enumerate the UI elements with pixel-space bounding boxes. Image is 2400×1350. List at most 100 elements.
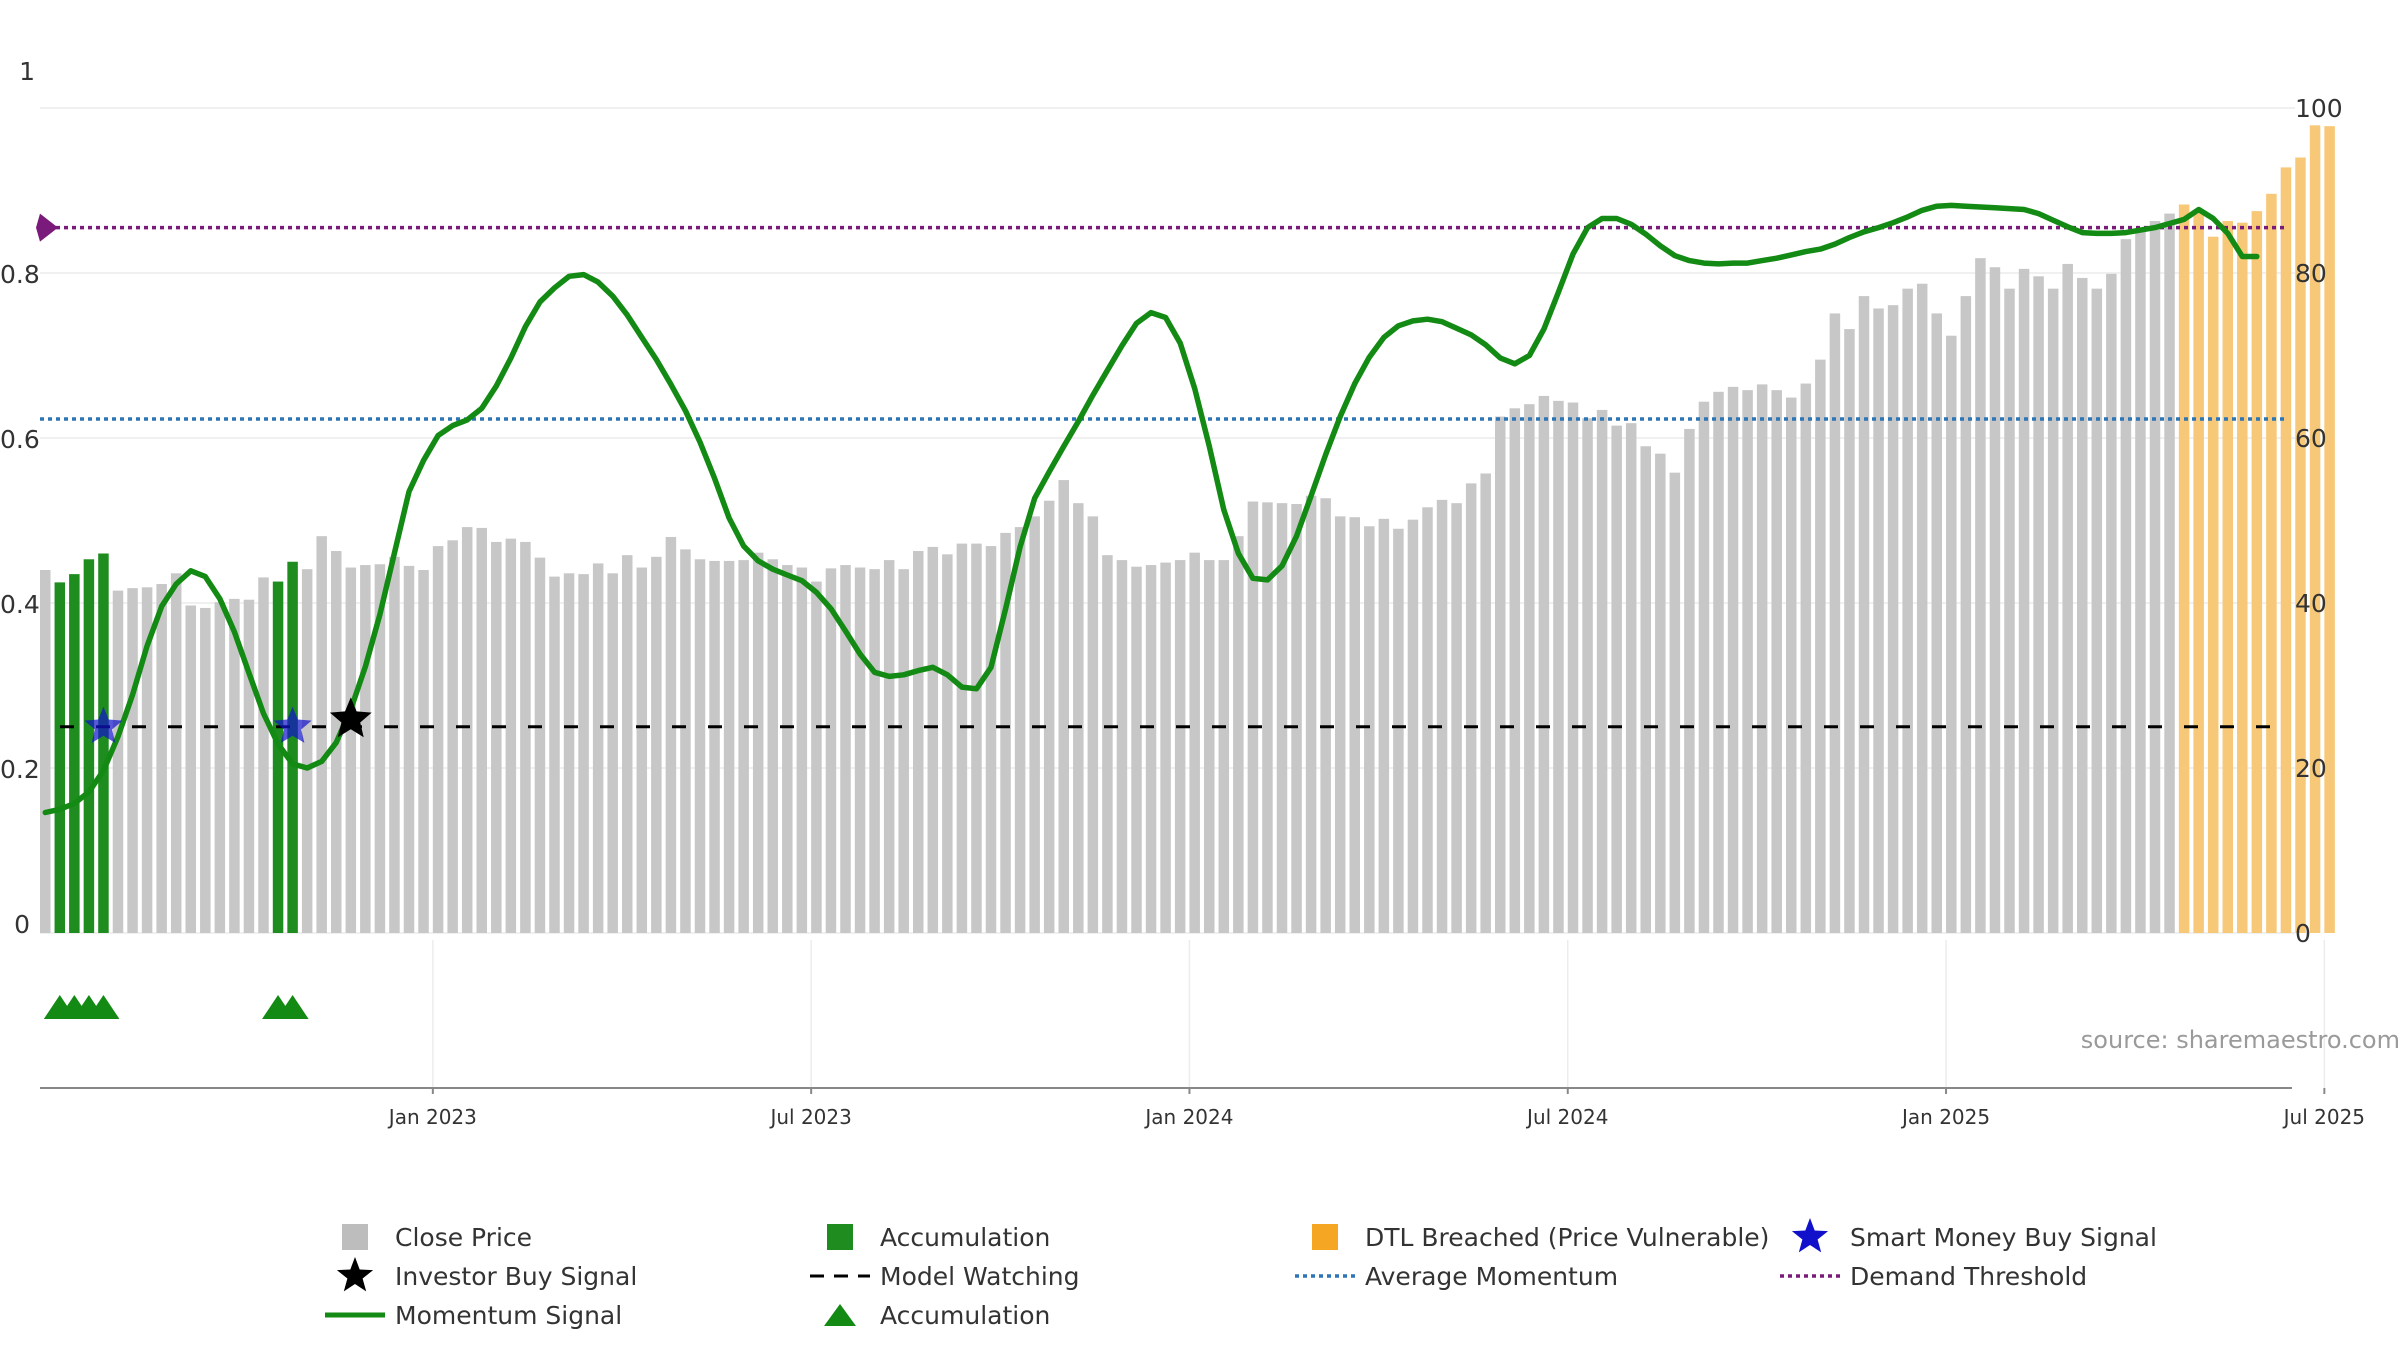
legend-swatch xyxy=(827,1224,853,1250)
price-bar xyxy=(665,537,677,933)
accumulation-bar xyxy=(69,574,80,933)
price-bar xyxy=(40,570,51,933)
price-bar xyxy=(432,546,444,933)
price-bar xyxy=(258,577,269,933)
price-bar xyxy=(1655,453,1666,933)
price-bar xyxy=(1887,305,1899,933)
momentum-series xyxy=(42,202,2260,816)
price-bar xyxy=(243,599,255,933)
price-bar xyxy=(1815,359,1826,933)
price-bar xyxy=(520,541,531,933)
dtl-breached-bar xyxy=(2324,126,2335,933)
legend-label: Momentum Signal xyxy=(395,1301,622,1330)
price-bar xyxy=(491,541,502,933)
price-bar xyxy=(2004,288,2015,933)
price-bar xyxy=(1989,267,2001,934)
legend-label: Demand Threshold xyxy=(1850,1262,2087,1291)
price-bar xyxy=(752,552,764,933)
price-bar xyxy=(1451,503,1462,933)
price-bar xyxy=(942,554,953,933)
price-bar xyxy=(956,543,968,933)
price-bar xyxy=(2033,276,2044,933)
legend-item: Investor Buy Signal xyxy=(336,1257,637,1292)
dtl-breached-bar xyxy=(2222,221,2233,933)
accumulation-bar xyxy=(83,559,95,933)
price-bar xyxy=(112,590,124,933)
y-right-tick: 80 xyxy=(2295,259,2327,288)
price-bar xyxy=(1960,296,1972,934)
price-bar xyxy=(1364,526,1375,933)
price-bar xyxy=(141,587,153,933)
legend-item: Accumulation xyxy=(824,1301,1050,1330)
price-bar xyxy=(1014,527,1026,933)
price-bar xyxy=(767,559,778,933)
price-bar xyxy=(1422,507,1433,933)
momentum-line xyxy=(42,202,2260,816)
price-bar xyxy=(738,560,749,933)
y-right-tick: 60 xyxy=(2295,424,2327,453)
price-bar xyxy=(1305,495,1317,933)
price-bar xyxy=(1625,423,1637,933)
price-bar xyxy=(869,569,880,933)
price-bar xyxy=(1771,390,1782,933)
price-bar xyxy=(1902,288,1913,933)
price-bar xyxy=(461,527,473,933)
price-bar xyxy=(898,569,909,933)
price-bar xyxy=(1858,296,1870,934)
price-bar xyxy=(1174,560,1186,933)
price-bar xyxy=(1407,519,1419,933)
legend-item: Smart Money Buy Signal xyxy=(1791,1218,2157,1253)
price-bar xyxy=(2018,268,2030,933)
price-bar xyxy=(971,543,982,933)
price-bar xyxy=(1596,409,1608,933)
price-bar xyxy=(1611,425,1622,933)
price-bar xyxy=(170,573,182,933)
price-bar xyxy=(1131,566,1142,933)
price-bar xyxy=(1043,500,1055,933)
legend-star-icon xyxy=(336,1257,374,1292)
legend-item: Demand Threshold xyxy=(1780,1262,2087,1291)
price-bar xyxy=(1698,401,1710,933)
price-bar xyxy=(1349,517,1360,933)
price-bar xyxy=(1640,446,1651,933)
price-bar xyxy=(883,560,895,933)
price-bar xyxy=(1000,532,1011,933)
y-left-tick: 0 xyxy=(14,910,30,939)
y-right-tick: 100 xyxy=(2295,94,2343,123)
y-left-tick: 0.6 xyxy=(0,425,40,454)
y-left-tick: 1 xyxy=(19,57,35,86)
dtl-breached-bar xyxy=(2295,157,2306,933)
price-bar xyxy=(2091,288,2103,933)
dtl-breached-bar xyxy=(2193,211,2204,933)
investor-buy-star xyxy=(329,697,372,738)
legend-label: Accumulation xyxy=(880,1301,1050,1330)
legend-item: Accumulation xyxy=(827,1223,1050,1252)
price-bar xyxy=(1669,472,1681,933)
price-bar xyxy=(1436,499,1448,933)
price-bar xyxy=(782,565,793,933)
price-bar xyxy=(607,573,618,933)
axes: 0 0.2 0.4 0.6 0.8 1 0 20 40 60 80 100 Jan 2023 Jul 20… xyxy=(0,57,2365,1129)
legend-label: DTL Breached (Price Vulnerable) xyxy=(1365,1223,1769,1252)
price-bar xyxy=(1567,402,1579,933)
price-bar xyxy=(1524,404,1535,933)
price-bar xyxy=(156,584,167,933)
price-bar xyxy=(229,598,240,933)
price-bar xyxy=(403,565,415,933)
demand-threshold-marker xyxy=(36,213,58,242)
legend-label: Accumulation xyxy=(880,1223,1050,1252)
price-bar xyxy=(345,567,357,933)
legend-label: Smart Money Buy Signal xyxy=(1850,1223,2157,1252)
accumulation-bar xyxy=(272,581,284,933)
price-bar xyxy=(1756,384,1768,933)
price-bar xyxy=(1844,329,1855,934)
signal-markers xyxy=(43,697,372,1019)
price-bar xyxy=(505,538,517,933)
accumulation-bar xyxy=(54,582,66,933)
price-bar xyxy=(1727,386,1739,934)
price-bar xyxy=(1946,335,1957,933)
y-right-tick: 0 xyxy=(2295,919,2311,948)
y-right-tick: 40 xyxy=(2295,589,2327,618)
legend-item: Model Watching xyxy=(810,1262,1080,1291)
price-bar xyxy=(1029,516,1040,933)
